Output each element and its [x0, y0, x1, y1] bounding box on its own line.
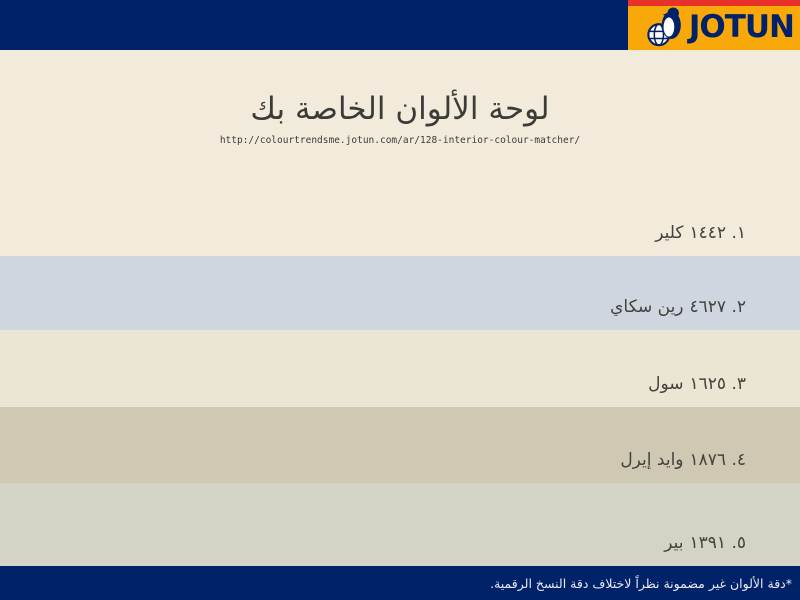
swatch-label: ٥. ١٣٩١ بير: [0, 533, 800, 553]
swatch-colour-name: رين سكاي: [610, 297, 684, 317]
swatch-label: ١. ١٤٤٢ كلير: [0, 223, 800, 243]
swatch-label: ٢. ٤٦٢٧ رين سكاي: [0, 297, 800, 317]
colour-swatch-row-1876-wide-earl: ٤. ١٨٧٦ وايد إيرل: [0, 407, 800, 483]
swatch-colour-name: بير: [664, 533, 684, 553]
swatch-number-code: ٥. ١٣٩١: [689, 533, 746, 553]
swatch-number-code: ١. ١٤٤٢: [689, 223, 746, 243]
footer-bar: *دقة الألوان غير مضمونة نظراً لاختلاف دق…: [0, 566, 800, 600]
colour-accuracy-disclaimer: *دقة الألوان غير مضمونة نظراً لاختلاف دق…: [490, 575, 792, 591]
swatch-label: ٤. ١٨٧٦ وايد إيرل: [0, 450, 800, 470]
colour-swatch-list: ١. ١٤٤٢ كلير ٢. ٤٦٢٧ رين سكاي ٣. ١٦٢٥ سو…: [0, 179, 800, 566]
swatch-number-code: ٤. ١٨٧٦: [689, 450, 746, 470]
colour-swatch-row-1625-sol: ٣. ١٦٢٥ سول: [0, 330, 800, 407]
header-bar: JOTUN: [0, 0, 800, 50]
intro-section: لوحة الألوان الخاصة بك http://colourtren…: [0, 50, 800, 179]
jotun-logo-text: JOTUN: [688, 9, 795, 45]
swatch-colour-name: كلير: [655, 223, 684, 243]
swatch-number-code: ٢. ٤٦٢٧: [689, 297, 746, 317]
jotun-logo: JOTUN: [628, 0, 800, 50]
jotun-penguin-globe-icon: [647, 6, 681, 46]
swatch-colour-name: سول: [648, 374, 684, 394]
palette-url: http://colourtrendsme.jotun.com/ar/128-i…: [219, 134, 581, 146]
swatch-number-code: ٣. ١٦٢٥: [689, 374, 746, 394]
page-title: لوحة الألوان الخاصة بك: [250, 91, 550, 127]
colour-swatch-row-1442-klir: ١. ١٤٤٢ كلير: [0, 179, 800, 256]
colour-swatch-row-1391-bare: ٥. ١٣٩١ بير: [0, 483, 800, 566]
swatch-label: ٣. ١٦٢٥ سول: [0, 374, 800, 394]
swatch-colour-name: وايد إيرل: [620, 450, 684, 470]
logo-red-stripe: [628, 0, 800, 6]
colour-swatch-row-4627-rain-sky: ٢. ٤٦٢٧ رين سكاي: [0, 256, 800, 330]
